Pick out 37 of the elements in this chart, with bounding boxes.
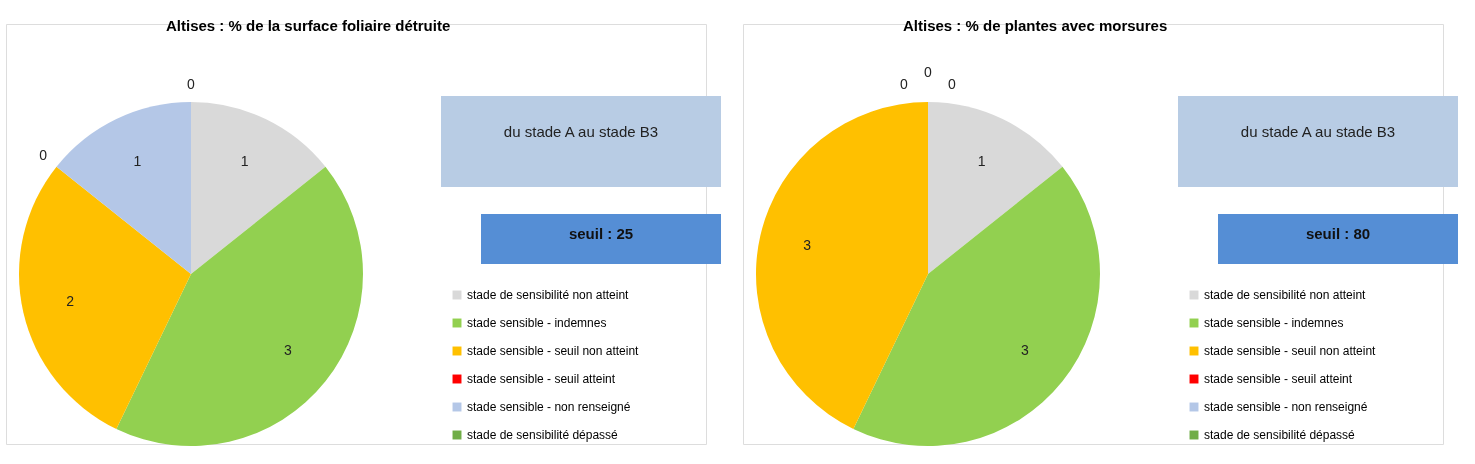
pie-slice	[853, 166, 1100, 446]
pie-slice	[191, 102, 326, 274]
data-label: 2	[66, 292, 75, 309]
text: 0	[187, 75, 195, 92]
text: 0	[948, 75, 956, 92]
chart-title: Altises : % de la surface foliaire détruite	[166, 17, 451, 34]
text: 0	[924, 63, 932, 80]
legend-label: stade sensible - seuil non atteint	[467, 344, 640, 358]
text: seuil : 80	[1305, 225, 1371, 242]
chart-title: Altises : % de plantes avec morsures	[903, 17, 1168, 34]
data-label: 1	[133, 153, 142, 170]
legend-label: stade de sensibilité non atteint	[1204, 288, 1367, 302]
text: 0	[900, 75, 908, 92]
legend-label: stade sensible - seuil atteint	[467, 372, 616, 386]
data-label: 3	[1020, 342, 1029, 359]
pie-slice	[19, 166, 191, 429]
legend-label: stade sensible - seuil atteint	[1204, 372, 1353, 386]
pie-slice	[756, 102, 928, 429]
legend-label: stade sensible - non renseigné	[1204, 400, 1368, 414]
pie-slice	[56, 102, 191, 274]
data-label: 1	[977, 153, 986, 170]
pie-slice	[116, 166, 363, 446]
text: du stade A au stade B3	[1240, 123, 1396, 140]
pie-slice	[928, 102, 1063, 274]
legend-label: stade de sensibilité non atteint	[467, 288, 630, 302]
legend-label: stade sensible - seuil non atteint	[1204, 344, 1377, 358]
legend-label: stade sensible - indemnes	[1204, 316, 1344, 330]
legend-label: stade de sensibilité dépassé	[467, 428, 619, 442]
legend-label: stade sensible - indemnes	[467, 316, 607, 330]
data-label: 1	[240, 153, 249, 170]
legend-label: stade sensible - non renseigné	[467, 400, 631, 414]
data-label: 3	[283, 342, 292, 359]
text: seuil : 25	[568, 225, 634, 242]
data-label: 3	[803, 237, 812, 254]
legend-label: stade de sensibilité dépassé	[1204, 428, 1356, 442]
text: du stade A au stade B3	[503, 123, 659, 140]
text: 0	[39, 147, 47, 164]
